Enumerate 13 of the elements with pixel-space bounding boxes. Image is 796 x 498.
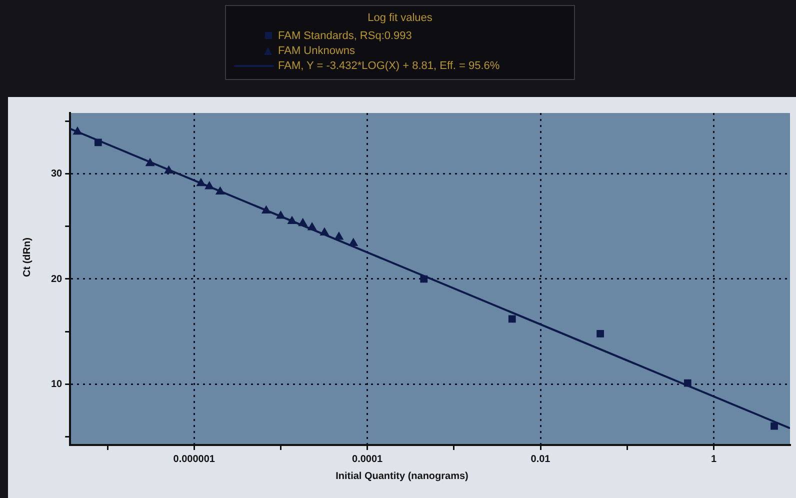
y-tick-label: 10 <box>51 378 63 390</box>
legend-title: Log fit values <box>366 12 434 24</box>
y-tick-label: 20 <box>51 274 63 285</box>
legend-label: FAM Unknowns <box>278 44 356 56</box>
x-tick-label: 0.01 <box>530 454 551 465</box>
x-tick-label: 1 <box>710 454 717 465</box>
legend-label: FAM, Y = -3.432*LOG(X) + 8.81, Eff. = 95.6% <box>278 60 500 72</box>
legend-label: FAM Standards, RSq:0.993 <box>278 30 412 42</box>
y-axis-title: Ct (dRn) <box>22 238 33 277</box>
x-tick-label: 0.0001 <box>352 454 384 465</box>
y-tick-label: 30 <box>51 168 63 180</box>
x-tick-label: 0.000001 <box>173 454 216 465</box>
x-axis-title: Initial Quantity (nanograms) <box>334 471 470 482</box>
